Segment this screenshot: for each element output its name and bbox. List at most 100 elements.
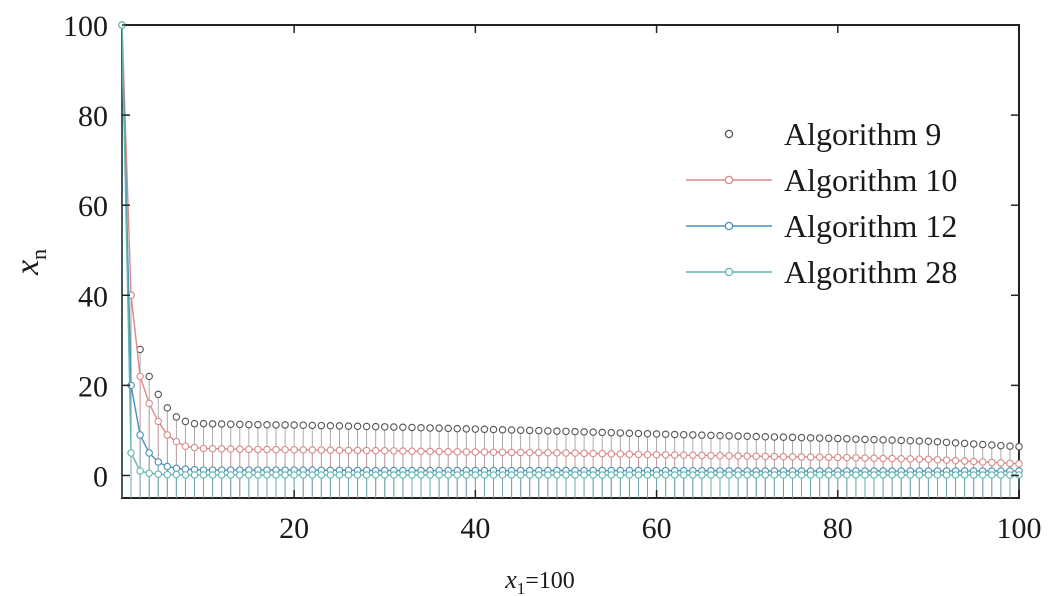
series-2-point <box>435 447 443 456</box>
series-2-point <box>208 444 217 453</box>
series-1-point <box>815 434 824 442</box>
series-2-point <box>879 454 887 463</box>
series-4-point <box>145 469 153 477</box>
series-1-point <box>199 419 208 428</box>
series-1-point <box>897 436 905 445</box>
series-4-point <box>544 471 552 479</box>
series-3-point <box>154 458 162 466</box>
series-1-point <box>643 430 652 438</box>
series-1-point <box>263 421 271 429</box>
x-tick-label: 100 <box>997 512 1042 545</box>
series-4-point <box>806 471 815 479</box>
series-1-point <box>843 435 851 443</box>
series-4-point <box>643 471 652 479</box>
series-1-point <box>761 432 770 441</box>
series-2-point <box>245 445 253 454</box>
series-4-point <box>725 471 733 479</box>
series-1-point <box>861 435 869 444</box>
series-4-point <box>852 471 860 479</box>
series-2-point <box>643 450 652 459</box>
series-1-point <box>680 430 688 439</box>
series-1-point <box>426 424 434 432</box>
series-1-point <box>997 441 1005 450</box>
legend-label: Algorithm 9 <box>784 116 941 152</box>
series-4-point <box>236 471 244 479</box>
series-1-point <box>226 420 235 428</box>
legend-entry: Algorithm 28 <box>686 254 957 290</box>
series-1-point <box>616 429 625 437</box>
series-4-point <box>734 471 742 479</box>
series-2-point <box>852 454 860 462</box>
series-2-point <box>897 454 905 463</box>
series-2-point <box>707 451 715 460</box>
legend-entry: Algorithm 10 <box>686 162 957 198</box>
series-1-point <box>824 434 833 443</box>
series-1-point <box>553 427 561 435</box>
y-tick-label: 40 <box>78 280 108 313</box>
x-axis-label-var: x <box>504 565 517 594</box>
series-2-point <box>462 448 471 456</box>
series-4-point <box>362 471 371 479</box>
series-2-point <box>661 451 670 459</box>
series-1-point <box>933 438 942 446</box>
series-1-point <box>516 426 525 434</box>
y-tick-label: 0 <box>93 460 108 493</box>
legend-marker <box>724 175 734 185</box>
series-4-point <box>516 471 525 479</box>
series-3-point <box>145 449 153 457</box>
series-4-point <box>390 471 398 479</box>
series-2-point <box>444 447 452 456</box>
series-2-point <box>861 454 869 462</box>
series-4-point <box>716 471 724 479</box>
series-4-point <box>317 471 326 479</box>
x-axis-label: x1=100 <box>504 565 575 596</box>
series-2-point <box>272 445 280 454</box>
series-1-point <box>725 432 733 440</box>
series-2-point <box>915 455 924 463</box>
series-2-point <box>788 453 797 461</box>
series-1-point <box>625 429 634 437</box>
series-2-point <box>553 449 561 457</box>
series-2-point <box>843 453 851 462</box>
series-1-point <box>489 425 498 434</box>
series-2-point <box>734 452 742 460</box>
series-1-point <box>951 439 960 447</box>
legend-label: Algorithm 12 <box>784 208 957 244</box>
series-2-point <box>589 449 597 458</box>
series-1-point <box>661 430 670 439</box>
series-3-line <box>121 24 1019 472</box>
y-tick-label: 20 <box>78 370 108 403</box>
series-2-point <box>181 442 190 450</box>
series-2-point <box>190 443 199 452</box>
series-1-point <box>172 413 181 421</box>
series-2-point <box>525 448 534 457</box>
series-1-point <box>471 425 480 433</box>
series-2-point <box>815 453 824 461</box>
y-axis-label-sub: n <box>26 249 51 260</box>
series-2-point <box>344 446 353 455</box>
series-2-point <box>263 445 271 454</box>
series-2-point <box>136 372 144 381</box>
series-4-point <box>634 471 643 479</box>
series-2-point <box>580 449 588 458</box>
series-4-point <box>979 471 987 479</box>
series-4-point <box>136 467 144 475</box>
series-2-point <box>308 446 317 454</box>
series-4-point <box>290 471 298 479</box>
series-4-point <box>525 471 534 479</box>
series-1-point <box>652 430 661 438</box>
series-4-point <box>299 471 307 479</box>
series-4-point <box>743 471 751 479</box>
series-4-point <box>553 471 561 479</box>
series-2-point <box>453 448 461 456</box>
series-4-point <box>326 471 335 479</box>
series-4-point <box>245 471 253 479</box>
series-2-point <box>399 447 407 455</box>
series-1-point <box>317 421 326 430</box>
series-4-point <box>988 471 996 479</box>
series-1-point <box>435 424 443 432</box>
series-1-point <box>462 425 471 433</box>
series-2-point <box>254 445 262 454</box>
series-4-point <box>381 471 389 479</box>
series-4-point <box>408 471 416 479</box>
